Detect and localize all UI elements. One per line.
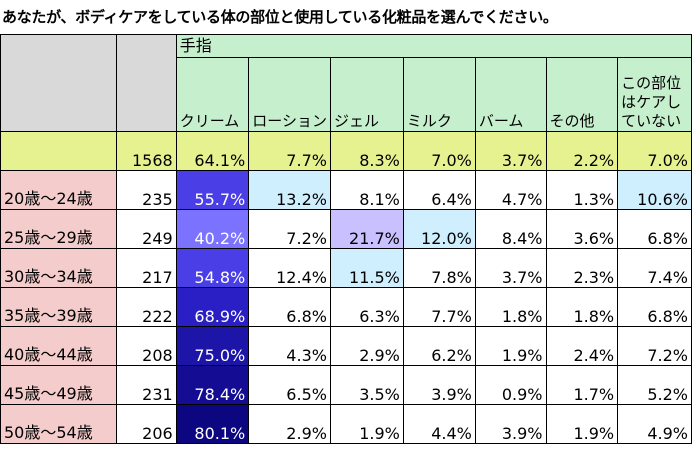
table-row: 40歳～44歳 208 75.0% 4.3% 2.9% 6.2% 1.9% 2.… — [0, 326, 692, 366]
cell-gel: 6.3% — [329, 287, 404, 327]
cell-milk: 6.2% — [402, 326, 476, 366]
cell-balm: 4.7% — [474, 170, 547, 210]
cell-lotion: 13.2% — [248, 170, 331, 210]
table-row: 50歳～54歳 206 80.1% 2.9% 1.9% 4.4% 3.9% 1.… — [0, 404, 692, 444]
results-table: 手指 クリーム ローション ジェル ミルク バーム その他 この部位はケアしてい… — [0, 34, 692, 444]
cell-cream: 75.0% — [175, 326, 250, 366]
respondent-count: 231 — [115, 365, 177, 405]
cell-cream: 55.7% — [175, 170, 250, 210]
cell-cream: 78.4% — [175, 365, 250, 405]
cell-other: 1.7% — [545, 365, 619, 405]
table-row: 30歳～34歳 217 54.8% 12.4% 11.5% 7.8% 3.7% … — [0, 248, 692, 288]
respondent-count: 208 — [115, 326, 177, 366]
cell-not-cared: 7.2% — [617, 326, 692, 366]
cell-milk: 4.4% — [402, 404, 476, 444]
age-group-label: 25歳～29歳 — [0, 209, 117, 249]
cell-gel: 1.9% — [329, 404, 404, 444]
respondent-count: 249 — [115, 209, 177, 249]
cell-lotion: 2.9% — [248, 404, 331, 444]
cell-lotion: 7.2% — [248, 209, 331, 249]
survey-question-title: あなたが、ボディケアをしている体の部位と使用している化粧品を選んでください。 — [2, 8, 558, 26]
table-row: 20歳～24歳 235 55.7% 13.2% 8.1% 6.4% 4.7% 1… — [0, 170, 692, 210]
respondent-count: 222 — [115, 287, 177, 327]
cell-not-cared: 4.9% — [617, 404, 692, 444]
cell-milk: 6.4% — [402, 170, 476, 210]
column-header-cream: クリーム — [175, 57, 250, 132]
group-header-fingers: 手指 — [175, 34, 692, 58]
cell-not-cared: 10.6% — [617, 170, 692, 210]
total-cell-milk: 7.0% — [402, 131, 476, 171]
cell-other: 2.3% — [545, 248, 619, 288]
column-header-other: その他 — [545, 57, 619, 132]
age-group-label: 35歳～39歳 — [0, 287, 117, 327]
total-cell-not-cared: 7.0% — [617, 131, 692, 171]
cell-gel: 21.7% — [329, 209, 404, 249]
column-header-gel: ジェル — [329, 57, 404, 132]
age-group-label: 40歳～44歳 — [0, 326, 117, 366]
cell-not-cared: 7.4% — [617, 248, 692, 288]
cell-gel: 2.9% — [329, 326, 404, 366]
total-cell-lotion: 7.7% — [248, 131, 331, 171]
cell-gel: 11.5% — [329, 248, 404, 288]
respondent-count: 206 — [115, 404, 177, 444]
age-group-label: 30歳～34歳 — [0, 248, 117, 288]
cell-not-cared: 6.8% — [617, 209, 692, 249]
cell-balm: 3.7% — [474, 248, 547, 288]
total-cell-gel: 8.3% — [329, 131, 404, 171]
total-cell-cream: 64.1% — [175, 131, 250, 171]
cell-balm: 3.9% — [474, 404, 547, 444]
table-row: 25歳～29歳 249 40.2% 7.2% 21.7% 12.0% 8.4% … — [0, 209, 692, 249]
column-header-milk: ミルク — [402, 57, 476, 132]
column-header-balm: バーム — [474, 57, 547, 132]
total-cell-other: 2.2% — [545, 131, 619, 171]
total-cell-balm: 3.7% — [474, 131, 547, 171]
age-group-label: 45歳～49歳 — [0, 365, 117, 405]
cell-other: 3.6% — [545, 209, 619, 249]
cell-other: 1.8% — [545, 287, 619, 327]
cell-balm: 1.8% — [474, 287, 547, 327]
cell-not-cared: 5.2% — [617, 365, 692, 405]
cell-cream: 68.9% — [175, 287, 250, 327]
cell-milk: 12.0% — [402, 209, 476, 249]
corner-count-cell — [115, 34, 177, 132]
age-group-label: 20歳～24歳 — [0, 170, 117, 210]
cell-balm: 8.4% — [474, 209, 547, 249]
cell-gel: 8.1% — [329, 170, 404, 210]
cell-cream: 80.1% — [175, 404, 250, 444]
column-header-lotion: ローション — [248, 57, 331, 132]
cell-lotion: 4.3% — [248, 326, 331, 366]
table-row: 45歳～49歳 231 78.4% 6.5% 3.5% 3.9% 0.9% 1.… — [0, 365, 692, 405]
respondent-count: 217 — [115, 248, 177, 288]
cell-lotion: 6.5% — [248, 365, 331, 405]
cell-milk: 7.8% — [402, 248, 476, 288]
cell-gel: 3.5% — [329, 365, 404, 405]
total-row: 1568 64.1% 7.7% 8.3% 7.0% 3.7% 2.2% 7.0% — [0, 131, 692, 171]
total-row-label — [0, 131, 117, 171]
corner-label-cell — [0, 34, 117, 132]
total-row-count: 1568 — [115, 131, 177, 171]
cell-milk: 3.9% — [402, 365, 476, 405]
cell-other: 1.9% — [545, 404, 619, 444]
age-group-label: 50歳～54歳 — [0, 404, 117, 444]
column-header-not-cared: この部位はケアしていない — [617, 57, 692, 132]
cell-lotion: 6.8% — [248, 287, 331, 327]
cell-cream: 40.2% — [175, 209, 250, 249]
cell-balm: 0.9% — [474, 365, 547, 405]
cell-other: 1.3% — [545, 170, 619, 210]
cell-other: 2.4% — [545, 326, 619, 366]
cell-milk: 7.7% — [402, 287, 476, 327]
table-row: 35歳～39歳 222 68.9% 6.8% 6.3% 7.7% 1.8% 1.… — [0, 287, 692, 327]
cell-lotion: 12.4% — [248, 248, 331, 288]
cell-balm: 1.9% — [474, 326, 547, 366]
cell-not-cared: 6.8% — [617, 287, 692, 327]
cell-cream: 54.8% — [175, 248, 250, 288]
respondent-count: 235 — [115, 170, 177, 210]
